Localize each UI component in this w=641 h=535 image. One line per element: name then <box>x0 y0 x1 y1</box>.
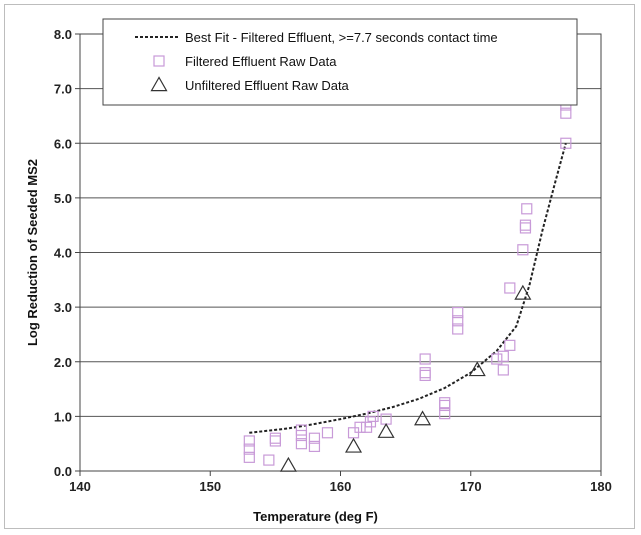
filtered-data-point <box>439 408 451 420</box>
filtered-data-point <box>321 427 334 439</box>
y-tick-label: 0.0 <box>54 464 72 479</box>
series-2 <box>279 284 532 472</box>
y-tick-label: 4.0 <box>54 246 72 261</box>
x-tick-label: 150 <box>199 479 221 494</box>
chart-svg: 0.0 1.0 2.0 3.0 4.0 5.0 6.0 7.0 8.0 140 150 160 170 1… <box>25 18 612 524</box>
filtered-data-point <box>491 353 503 365</box>
filtered-data-point <box>560 137 572 149</box>
chart-frame: 0.0 1.0 2.0 3.0 4.0 5.0 6.0 7.0 8.0 140 150 160 170 1… <box>4 4 635 529</box>
filtered-data-point <box>243 451 255 463</box>
filtered-data-point <box>560 107 572 119</box>
best-fit-line <box>249 143 567 434</box>
x-tick-label: 140 <box>69 479 91 494</box>
filtered-data-point <box>504 282 516 294</box>
y-tick-label: 5.0 <box>54 191 72 206</box>
legend-entry: Best Fit - Filtered Effluent, >=7.7 seco… <box>185 30 498 45</box>
unfiltered-data-point <box>414 410 432 426</box>
filtered-data-point <box>504 339 516 351</box>
filtered-data-point <box>452 306 464 319</box>
filtered-data-point <box>243 443 255 455</box>
x-tick-label: 180 <box>590 479 612 494</box>
x-tick-label: 170 <box>460 479 482 494</box>
filtered-data-point <box>521 203 533 215</box>
filtered-data-point <box>452 323 464 335</box>
x-tick-label: 160 <box>330 479 352 494</box>
y-tick-label: 7.0 <box>54 82 72 97</box>
y-axis-title: Log Reduction of Seeded MS2 <box>25 159 40 346</box>
filtered-data-point <box>308 440 321 453</box>
filtered-data-point <box>419 353 431 365</box>
unfiltered-data-point <box>150 76 168 92</box>
filtered-data-point <box>263 454 275 466</box>
series-0 <box>249 143 567 434</box>
filtered-data-point <box>243 435 255 447</box>
filtered-data-point <box>497 350 509 362</box>
filtered-data-point <box>439 399 451 412</box>
y-tick-label: 6.0 <box>54 136 72 151</box>
filtered-data-point <box>519 219 532 231</box>
filtered-data-point <box>517 244 529 256</box>
legend: Best Fit - Filtered Effluent, >=7.7 seco… <box>102 18 578 106</box>
x-axis-title: Temperature (deg F) <box>253 509 378 524</box>
unfiltered-data-point <box>468 361 486 377</box>
legend-entry: Unfiltered Effluent Raw Data <box>185 78 350 93</box>
legend-box <box>102 18 578 106</box>
filtered-data-point <box>295 424 308 436</box>
filtered-data-point <box>367 410 379 422</box>
unfiltered-data-point <box>377 422 395 438</box>
unfiltered-data-point <box>279 456 297 472</box>
filtered-data-point <box>295 438 308 450</box>
filtered-data-point <box>308 432 321 444</box>
y-tick-label: 8.0 <box>54 27 72 42</box>
y-tick-label: 2.0 <box>54 355 72 370</box>
filtered-data-point <box>497 364 509 376</box>
unfiltered-data-point <box>344 437 363 453</box>
filtered-data-point <box>419 367 431 379</box>
legend-entry: Filtered Effluent Raw Data <box>185 54 337 69</box>
filtered-data-point <box>269 432 281 444</box>
filtered-data-point <box>452 315 464 327</box>
filtered-data-point <box>153 55 165 67</box>
y-tick-label: 3.0 <box>54 300 72 315</box>
series-1 <box>243 99 572 466</box>
y-tick-label: 1.0 <box>54 409 72 424</box>
unfiltered-data-point <box>514 284 532 300</box>
